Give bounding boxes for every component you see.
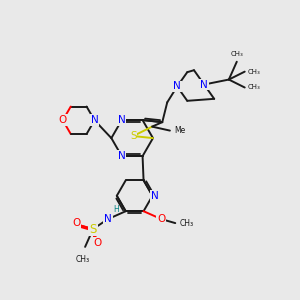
Text: S: S: [130, 131, 136, 141]
Text: CH₃: CH₃: [230, 51, 243, 57]
Text: N: N: [173, 82, 181, 92]
Text: CH₃: CH₃: [76, 255, 90, 264]
Text: O: O: [94, 238, 102, 248]
Text: CH₃: CH₃: [248, 69, 260, 75]
Text: O: O: [59, 115, 67, 125]
Text: Me: Me: [174, 126, 185, 135]
Text: CH₃: CH₃: [248, 85, 260, 91]
Text: N: N: [91, 115, 98, 125]
Text: N: N: [118, 151, 126, 161]
Text: O: O: [72, 218, 80, 228]
Text: S: S: [89, 223, 97, 236]
Text: O: O: [157, 214, 166, 224]
Text: N: N: [151, 191, 158, 201]
Text: CH₃: CH₃: [179, 219, 194, 228]
Text: N: N: [118, 115, 126, 125]
Text: N: N: [200, 80, 208, 89]
Text: H: H: [113, 205, 118, 214]
Text: N: N: [104, 214, 112, 224]
